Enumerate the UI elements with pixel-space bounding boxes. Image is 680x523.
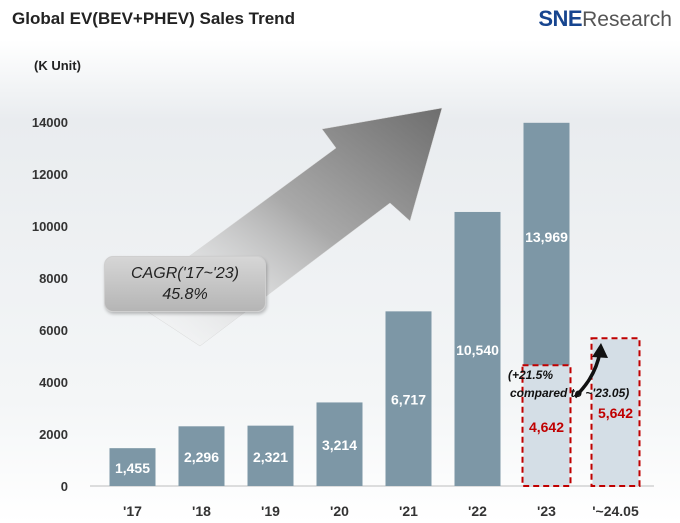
bar-value-label: 5,642	[598, 405, 633, 421]
y-tick-label: 0	[61, 479, 68, 494]
bar-highlight-box	[521, 364, 572, 488]
bar-value-label: 4,642	[529, 419, 564, 435]
x-tick-label: '23	[537, 503, 556, 519]
bar	[385, 311, 432, 486]
y-tick-label: 10000	[32, 219, 68, 234]
bar	[316, 402, 363, 486]
sne-research-logo: SNEResearch	[538, 6, 672, 31]
bar-value-label: 3,214	[322, 437, 357, 453]
y-tick-label: 12000	[32, 167, 68, 182]
y-axis-unit-label: (K Unit)	[34, 58, 81, 73]
bar-value-label: 13,969	[525, 229, 568, 245]
bar-value-label: 1,455	[115, 460, 150, 476]
chart-title: Global EV(BEV+PHEV) Sales Trend	[12, 9, 295, 28]
bar	[454, 211, 501, 486]
bar	[178, 426, 225, 486]
x-tick-label: '19	[261, 503, 280, 519]
y-tick-label: 14000	[32, 115, 68, 130]
y-tick-label: 6000	[39, 323, 68, 338]
y-tick-label: 4000	[39, 375, 68, 390]
x-tick-label: '20	[330, 503, 349, 519]
x-tick-label: '17	[123, 503, 142, 519]
bar-value-label: 2,296	[184, 449, 219, 465]
bar-highlight-box	[590, 337, 641, 488]
bar-24-ytd	[592, 339, 639, 486]
y-tick-label: 8000	[39, 271, 68, 286]
growth-note: (+21.5% compared to ~'23.05)	[508, 368, 630, 400]
growth-arrowhead-icon	[592, 343, 608, 358]
bar-value-label: 6,717	[391, 392, 426, 408]
x-tick-label: '22	[468, 503, 487, 519]
bar-value-label: 10,540	[456, 342, 499, 358]
x-tick-label: '18	[192, 503, 211, 519]
cagr-callout: CAGR('17~'23) 45.8%	[104, 256, 266, 312]
bar	[247, 425, 294, 486]
x-tick-label: '21	[399, 503, 418, 519]
x-tick-label: '~24.05	[592, 503, 639, 519]
bar	[109, 448, 156, 486]
y-tick-label: 2000	[39, 427, 68, 442]
bar-23-ytd-portion	[523, 365, 570, 486]
bar-value-label: 2,321	[253, 449, 288, 465]
